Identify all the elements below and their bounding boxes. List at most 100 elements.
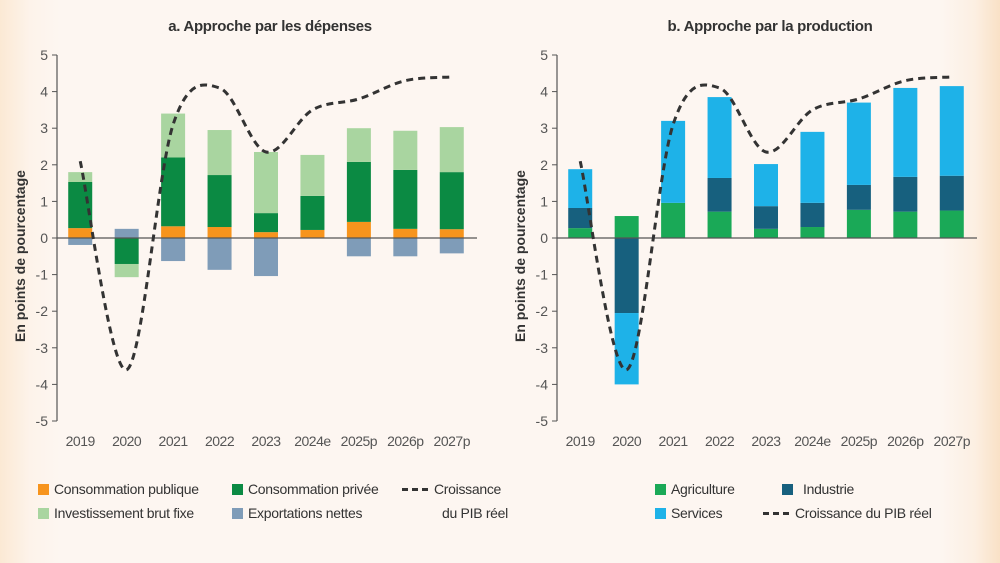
x-tick-label: 2022 (705, 433, 735, 449)
bar-segment-consommation-publique-2027p (439, 229, 464, 238)
legend-item-exportations: Exportations nettes (232, 505, 362, 521)
legend-item-croissance-pib: Croissance du PIB réel (763, 505, 932, 521)
legend-item-consommation-privee: Consommation privée (232, 481, 379, 497)
x-tick-label: 2019 (66, 433, 96, 449)
legend-item-investissement: Investissement brut fixe (38, 505, 194, 521)
bar-segment-agriculture-2025p (846, 209, 871, 238)
bar-segment-services-2027p (939, 86, 964, 176)
legend: Agriculture Industrie Services Croissanc… (500, 478, 1000, 538)
gdp-growth-line (578, 75, 952, 372)
bar-segment-exportations-nettes-2026p (393, 238, 418, 257)
bar-segment-exportations-nettes-2020 (114, 228, 139, 238)
y-tick-label: -1 (36, 267, 49, 283)
bar-segment-investissement-brut-fixe-2023 (254, 151, 278, 214)
legend-swatch (232, 483, 243, 495)
gdp-growth-line (78, 75, 452, 372)
bar-segment-industrie-2020 (614, 238, 639, 314)
legend-label: Exportations nettes (248, 505, 363, 521)
bar-segment-industrie-2025p (846, 184, 871, 210)
bar-segment-agriculture-2023 (754, 228, 778, 238)
bar-segment-investissement-brut-fixe-2019 (68, 172, 93, 183)
legend-dash-line (763, 511, 789, 515)
y-tick-label: 0 (40, 230, 48, 246)
bar-segment-services-2023 (754, 164, 778, 207)
bar-segment-exportations-nettes-2027p (439, 238, 464, 254)
y-tick-label: 4 (540, 84, 548, 100)
bar-segment-agriculture-2021 (661, 202, 686, 238)
bar-segment-investissement-brut-fixe-2024e (300, 154, 325, 196)
bar-segment-services-2025p (846, 102, 871, 185)
x-tick-label: 2026p (387, 433, 424, 449)
bar-segment-investissement-brut-fixe-2025p (346, 128, 371, 162)
bar-segment-exportations-nettes-2022 (207, 238, 232, 270)
legend-label: Industrie (803, 481, 854, 497)
bar-segment-consommation-priv-e-2026p (393, 169, 418, 229)
y-tick-label: -1 (536, 267, 549, 283)
x-tick-label: 2025p (841, 433, 878, 449)
y-tick-label: 5 (40, 47, 48, 63)
legend-swatch (655, 507, 666, 519)
chart-title: b. Approche par la production (667, 18, 873, 35)
y-tick-label: -3 (36, 340, 49, 356)
legend-label: Croissance du PIB réel (795, 505, 932, 521)
bar-segment-consommation-priv-e-2025p (346, 161, 371, 222)
bar-segment-consommation-priv-e-2023 (254, 213, 278, 233)
bar-segment-industrie-2023 (754, 206, 778, 229)
y-tick-label: 5 (540, 47, 548, 63)
legend-label: Investissement brut fixe (54, 505, 194, 521)
bar-segment-consommation-priv-e-2019 (68, 182, 93, 229)
legend-label: Croissance (434, 481, 502, 497)
y-tick-label: 1 (40, 193, 48, 209)
bar-segment-services-2024e (800, 131, 825, 203)
bar-segment-investissement-brut-fixe-2022 (207, 130, 232, 176)
x-tick-label: 2023 (751, 433, 781, 449)
bar-segment-industrie-2022 (707, 177, 732, 212)
y-tick-label: -4 (536, 376, 549, 392)
y-tick-label: -5 (36, 413, 49, 429)
legend-label: du PIB réel (442, 505, 508, 521)
bar-segment-investissement-brut-fixe-2020 (114, 263, 139, 278)
bar-segment-exportations-nettes-2019 (68, 238, 93, 245)
bar-segment-services-2026p (893, 87, 918, 177)
bar-segment-agriculture-2020 (614, 216, 639, 238)
legend-label: Consommation privée (248, 481, 379, 497)
legend-label: Services (671, 505, 723, 521)
legend-item-consommation-publique: Consommation publique (38, 481, 199, 497)
bar-segment-consommation-priv-e-2022 (207, 175, 232, 228)
legend-label: Agriculture (671, 481, 735, 497)
bar-segment-investissement-brut-fixe-2027p (439, 127, 464, 173)
bar-segment-services-2022 (707, 97, 732, 178)
x-tick-label: 2019 (566, 433, 596, 449)
x-tick-label: 2027p (434, 433, 471, 449)
x-tick-label: 2020 (612, 433, 642, 449)
bar-segment-consommation-publique-2023 (254, 232, 278, 238)
bar-segment-consommation-priv-e-2021 (161, 157, 186, 227)
x-tick-label: 2027p (934, 433, 971, 449)
bar-segment-consommation-publique-2022 (207, 227, 232, 238)
bar-segment-consommation-publique-2026p (393, 228, 418, 238)
bar-segment-investissement-brut-fixe-2026p (393, 130, 418, 170)
y-tick-label: -2 (536, 303, 549, 319)
bar-segment-agriculture-2026p (893, 211, 918, 238)
bar-segment-consommation-publique-2025p (346, 221, 371, 238)
legend-item-services: Services (655, 505, 723, 521)
legend: Consommation publique Consommation privé… (0, 478, 508, 538)
x-tick-label: 2024e (294, 433, 331, 449)
legend-swatch (232, 507, 243, 519)
bar-segment-industrie-2026p (893, 176, 918, 212)
bar-segment-consommation-priv-e-2027p (439, 172, 464, 230)
chart-production: 5 4 3 2 1 0 -1 -2 -3 -4 -5 2019 2020 2021 2022 2023 2024… (536, 47, 977, 449)
bar-segment-agriculture-2019 (568, 228, 593, 238)
bar-segment-consommation-publique-2024e (300, 229, 325, 238)
x-tick-label: 2024e (794, 433, 831, 449)
legend-swatch (38, 507, 49, 519)
chart-title: a. Approche par les dépenses (168, 18, 372, 35)
y-tick-label: 3 (540, 120, 548, 136)
legend-label: Consommation publique (54, 481, 199, 497)
bar-segment-exportations-nettes-2023 (254, 238, 278, 277)
bar-segment-industrie-2024e (800, 202, 825, 228)
bar-segment-consommation-publique-2019 (68, 228, 93, 238)
bar-segment-industrie-2027p (939, 175, 964, 211)
y-tick-label: -4 (36, 376, 49, 392)
bar-segment-services-2020 (614, 313, 639, 385)
